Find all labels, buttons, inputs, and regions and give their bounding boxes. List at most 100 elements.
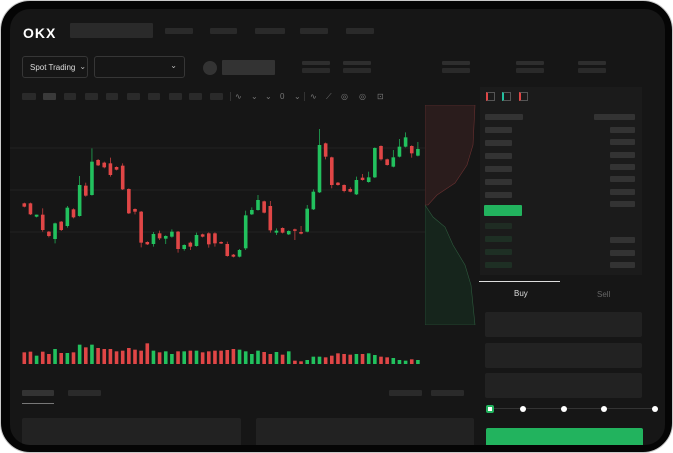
candle-body: [342, 185, 346, 191]
ask-size: [610, 163, 635, 170]
candle: [127, 188, 131, 214]
candle-body: [28, 203, 33, 215]
filter-button[interactable]: [431, 390, 464, 396]
stat-label: [302, 61, 330, 65]
candle-body: [151, 234, 156, 244]
tab-order-history[interactable]: [68, 390, 101, 396]
candle-body: [409, 146, 414, 154]
orderbook-both-icon[interactable]: [486, 92, 495, 101]
total-input[interactable]: [485, 373, 642, 398]
search-placeholder[interactable]: [70, 23, 153, 38]
candle: [59, 221, 63, 231]
tab-sell[interactable]: Sell: [597, 290, 611, 299]
nav-item[interactable]: [300, 28, 328, 34]
candle-body: [157, 233, 162, 239]
tab-open-orders[interactable]: [22, 390, 54, 396]
slider-step[interactable]: [652, 406, 658, 412]
candle-body: [231, 254, 236, 257]
candle-body: [127, 189, 131, 214]
ask-size: [610, 200, 635, 207]
volume-bar: [71, 352, 76, 364]
candle: [77, 176, 82, 217]
candlestick-chart[interactable]: [10, 9, 430, 389]
stat-value: [343, 68, 371, 73]
slider-step[interactable]: [601, 406, 607, 412]
volume-bar: [22, 352, 27, 364]
settings-icon[interactable]: ◎: [341, 92, 348, 101]
candle: [323, 142, 328, 160]
nav-item[interactable]: [165, 28, 193, 34]
last-price: [484, 205, 522, 216]
candle: [262, 200, 266, 214]
candle-body: [293, 229, 297, 231]
candle: [348, 187, 353, 193]
volume-bar: [262, 352, 266, 364]
timeframe-icon[interactable]: 0: [280, 92, 285, 101]
volume-bar: [59, 353, 63, 364]
settings-icon[interactable]: ◎: [359, 92, 366, 101]
coin-avatar: [203, 61, 217, 75]
buy-button[interactable]: [486, 428, 643, 445]
volume-bar: [317, 356, 322, 364]
volume-bar: [139, 350, 143, 364]
amount-input[interactable]: [485, 343, 642, 368]
candle: [40, 208, 45, 232]
candle: [391, 150, 396, 168]
candle-body: [139, 211, 143, 243]
price-input[interactable]: [485, 312, 642, 337]
candle: [274, 228, 279, 235]
volume-bar: [256, 350, 260, 364]
nav-item[interactable]: [255, 28, 285, 34]
tab-buy[interactable]: Buy: [514, 289, 528, 298]
screenshot-icon[interactable]: ⊡: [377, 92, 384, 101]
pair-select[interactable]: ⌄: [94, 56, 185, 78]
volume-bar: [280, 354, 285, 364]
orderbook-bids-icon[interactable]: [502, 92, 511, 101]
volume-bar: [77, 344, 82, 364]
market-type-select[interactable]: Spot Trading ⌄: [22, 56, 88, 78]
nav-item[interactable]: [210, 28, 237, 34]
candle: [311, 189, 316, 210]
depth-chart: [425, 105, 476, 325]
candle-body: [354, 180, 359, 195]
candle-body: [379, 146, 383, 160]
orderbook-asks-icon[interactable]: [519, 92, 528, 101]
candle-body: [243, 215, 248, 249]
candle-body: [360, 177, 365, 180]
candle-body: [219, 242, 223, 244]
volume-bar: [207, 351, 211, 364]
candle: [416, 142, 420, 157]
tab-underline: [22, 403, 54, 404]
pencil-icon[interactable]: ∿: [310, 92, 317, 101]
volume-bar: [379, 356, 383, 364]
line-draw-icon[interactable]: ⌄: [265, 92, 272, 101]
chevron-down-icon[interactable]: ⌄: [251, 92, 258, 101]
volume-bar: [90, 344, 94, 364]
volume-bar: [360, 354, 365, 364]
candle: [225, 241, 230, 257]
stat-value: [442, 68, 470, 73]
slider-track[interactable]: [490, 408, 655, 409]
volume-bar: [336, 353, 340, 364]
volume-bar: [182, 351, 186, 364]
candle-body: [47, 231, 51, 236]
filter-button[interactable]: [389, 390, 422, 396]
nav-item[interactable]: [346, 28, 374, 34]
ask-price: [485, 127, 512, 133]
line-draw-icon[interactable]: ⟋: [326, 92, 332, 101]
slider-step[interactable]: [520, 406, 526, 412]
ask-price: [485, 153, 512, 159]
volume-bar: [151, 350, 156, 364]
slider-handle[interactable]: [486, 405, 494, 413]
chevron-down-icon[interactable]: ⌄: [294, 92, 301, 101]
indicator-icon[interactable]: ∿: [235, 92, 242, 101]
candle: [151, 232, 156, 247]
volume-bar: [28, 351, 33, 364]
candle: [366, 171, 371, 183]
slider-step[interactable]: [561, 406, 567, 412]
order-book: [480, 87, 642, 275]
volume-bar: [354, 354, 359, 364]
timeframe-button: [189, 93, 202, 100]
candle: [28, 202, 33, 215]
volume-bar: [163, 351, 168, 364]
